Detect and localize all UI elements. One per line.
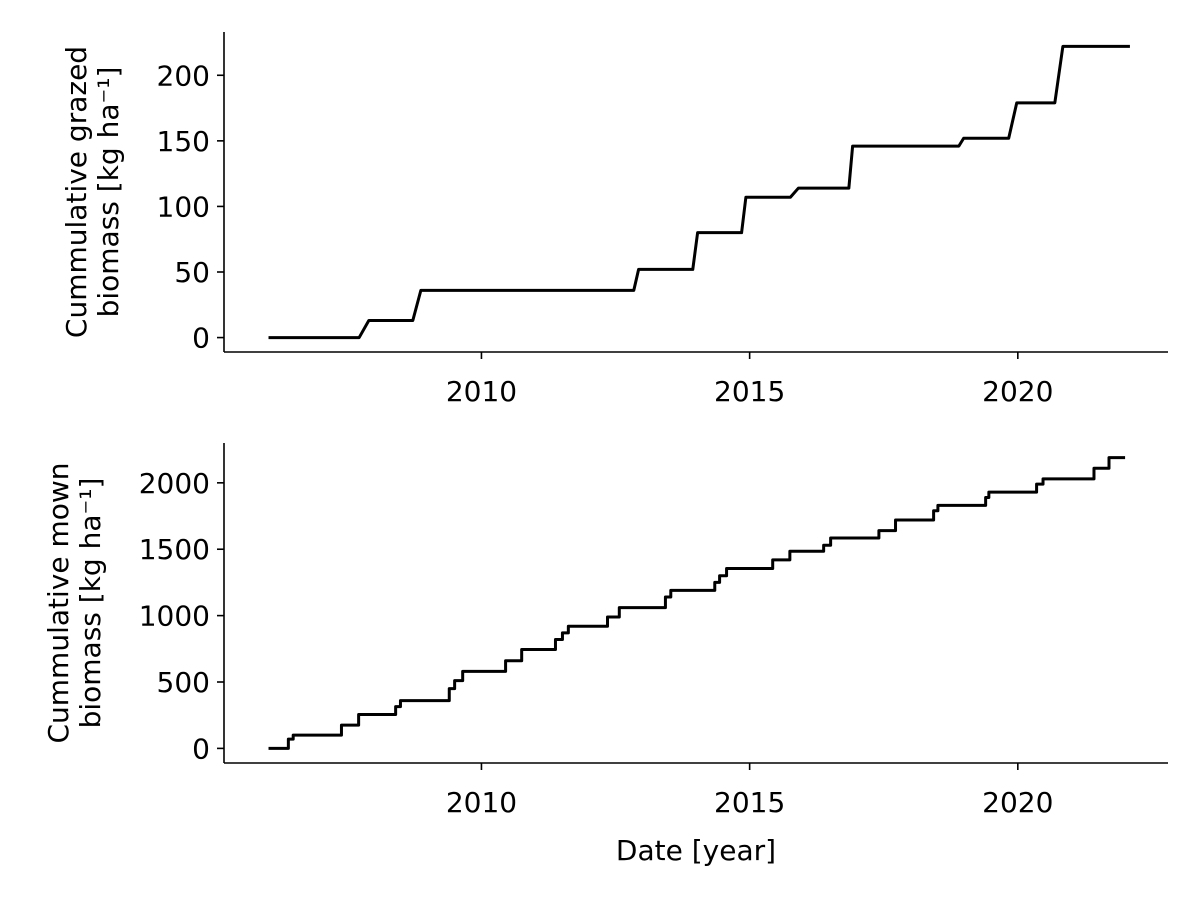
y-axis-label: Cummulative grazed	[60, 46, 93, 338]
x-tick-label: 2010	[446, 375, 517, 408]
y-axis-label: biomass [kg ha⁻¹]	[92, 67, 125, 318]
data-line	[268, 44, 1130, 340]
x-tick-label: 2015	[714, 375, 785, 408]
y-axis-label: biomass [kg ha⁻¹]	[74, 478, 107, 729]
y-tick-label: 150	[157, 125, 210, 158]
x-tick-label: 2015	[714, 786, 785, 819]
y-tick-label: 0	[192, 322, 210, 355]
x-tick-label: 2020	[982, 375, 1053, 408]
subplot: 0 50 100 150 200 2010 2015 2020 Cummulative graz…	[60, 32, 1168, 408]
y-tick-label: 2000	[139, 467, 210, 500]
y-tick-label: 1000	[139, 600, 210, 633]
y-tick-label: 50	[174, 256, 210, 289]
data-line	[268, 456, 1126, 750]
y-tick-label: 1500	[139, 533, 210, 566]
subplot: 0 500 1000 1500 2000 2010 2015 2020 Cummulative …	[42, 443, 1168, 867]
x-tick-label: 2020	[982, 786, 1053, 819]
x-axis-label: Date [year]	[616, 834, 776, 867]
x-tick-label: 2010	[446, 786, 517, 819]
y-tick-label: 0	[192, 732, 210, 765]
y-tick-label: 100	[157, 190, 210, 223]
y-axis-label: Cummulative mown	[42, 462, 75, 743]
y-tick-label: 500	[157, 666, 210, 699]
y-tick-label: 200	[157, 59, 210, 92]
